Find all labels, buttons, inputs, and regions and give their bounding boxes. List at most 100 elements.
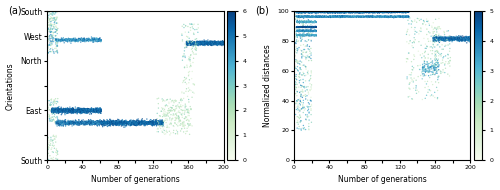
Point (433, 38, 441, 41)
Point (80, 38, 88, 41)
Point (180, 23, 188, 26)
Point (297, 11, 305, 14)
Point (304, 20, 312, 23)
Point (300, 11, 308, 14)
Point (52, 25, 60, 28)
Point (454, 37, 462, 40)
Point (130, 123, 138, 126)
Point (350, 11, 358, 14)
Point (56, 121, 64, 124)
Point (78, 37, 86, 40)
Point (312, 25, 320, 28)
Point (379, 10, 387, 13)
Point (80, 37, 88, 40)
Point (52, 122, 60, 125)
Point (69, 110, 77, 113)
Point (207, 39, 215, 42)
Point (305, 11, 313, 14)
Point (208, 41, 216, 44)
Point (100, 120, 108, 123)
Point (380, 14, 388, 17)
Point (62, 123, 70, 126)
Point (81, 121, 89, 124)
Point (152, 121, 160, 124)
Point (308, 25, 316, 28)
Point (52, 109, 60, 112)
Point (157, 120, 165, 123)
Point (297, 10, 305, 13)
Point (183, 127, 191, 130)
Point (312, 20, 320, 23)
Point (210, 43, 218, 46)
Point (318, 11, 326, 14)
Point (52, 38, 60, 41)
Point (183, 119, 191, 122)
Point (66, 123, 74, 126)
Point (53, 109, 61, 112)
Point (56, 107, 64, 110)
Point (72, 111, 80, 114)
Point (294, 10, 302, 13)
Point (102, 124, 110, 127)
Point (301, 25, 309, 28)
Point (306, 29, 314, 32)
Point (140, 122, 147, 125)
Point (330, 15, 338, 18)
Point (294, 34, 302, 37)
Point (82, 110, 90, 113)
Point (319, 11, 327, 14)
Point (312, 33, 320, 36)
Point (170, 109, 178, 112)
Point (192, 42, 200, 45)
Point (184, 40, 192, 43)
Point (116, 122, 124, 125)
Point (424, 56, 432, 59)
Point (130, 123, 138, 126)
Point (50, 147, 58, 150)
Point (404, 15, 411, 18)
Point (85, 122, 93, 125)
Point (104, 120, 112, 123)
Point (190, 40, 198, 44)
Point (209, 40, 217, 44)
Point (334, 11, 342, 14)
Point (304, 26, 312, 29)
Point (45, 28, 53, 32)
Point (135, 120, 143, 123)
Point (108, 121, 116, 124)
Point (48, 31, 56, 34)
Point (50, 118, 58, 121)
Point (67, 38, 75, 41)
Point (212, 43, 220, 46)
Point (184, 40, 192, 43)
Point (352, 15, 360, 18)
Point (94, 108, 102, 111)
Point (82, 120, 90, 123)
Point (333, 15, 341, 18)
Point (204, 39, 212, 42)
Point (151, 121, 159, 124)
Point (328, 10, 336, 13)
Point (312, 16, 320, 19)
Point (212, 42, 220, 45)
Point (185, 124, 193, 127)
Point (122, 121, 130, 124)
Point (438, 36, 446, 39)
Point (106, 118, 114, 121)
Point (292, 11, 300, 14)
Point (92, 121, 100, 124)
Point (203, 43, 211, 46)
Point (76, 38, 84, 41)
Point (48, 13, 56, 17)
Point (96, 108, 104, 111)
Point (190, 33, 198, 36)
Point (76, 123, 84, 126)
Point (367, 11, 375, 14)
Point (142, 121, 150, 124)
Point (294, 29, 302, 32)
Point (220, 44, 228, 47)
Point (348, 15, 356, 18)
Point (57, 120, 65, 123)
Point (369, 10, 377, 13)
Point (84, 123, 92, 126)
